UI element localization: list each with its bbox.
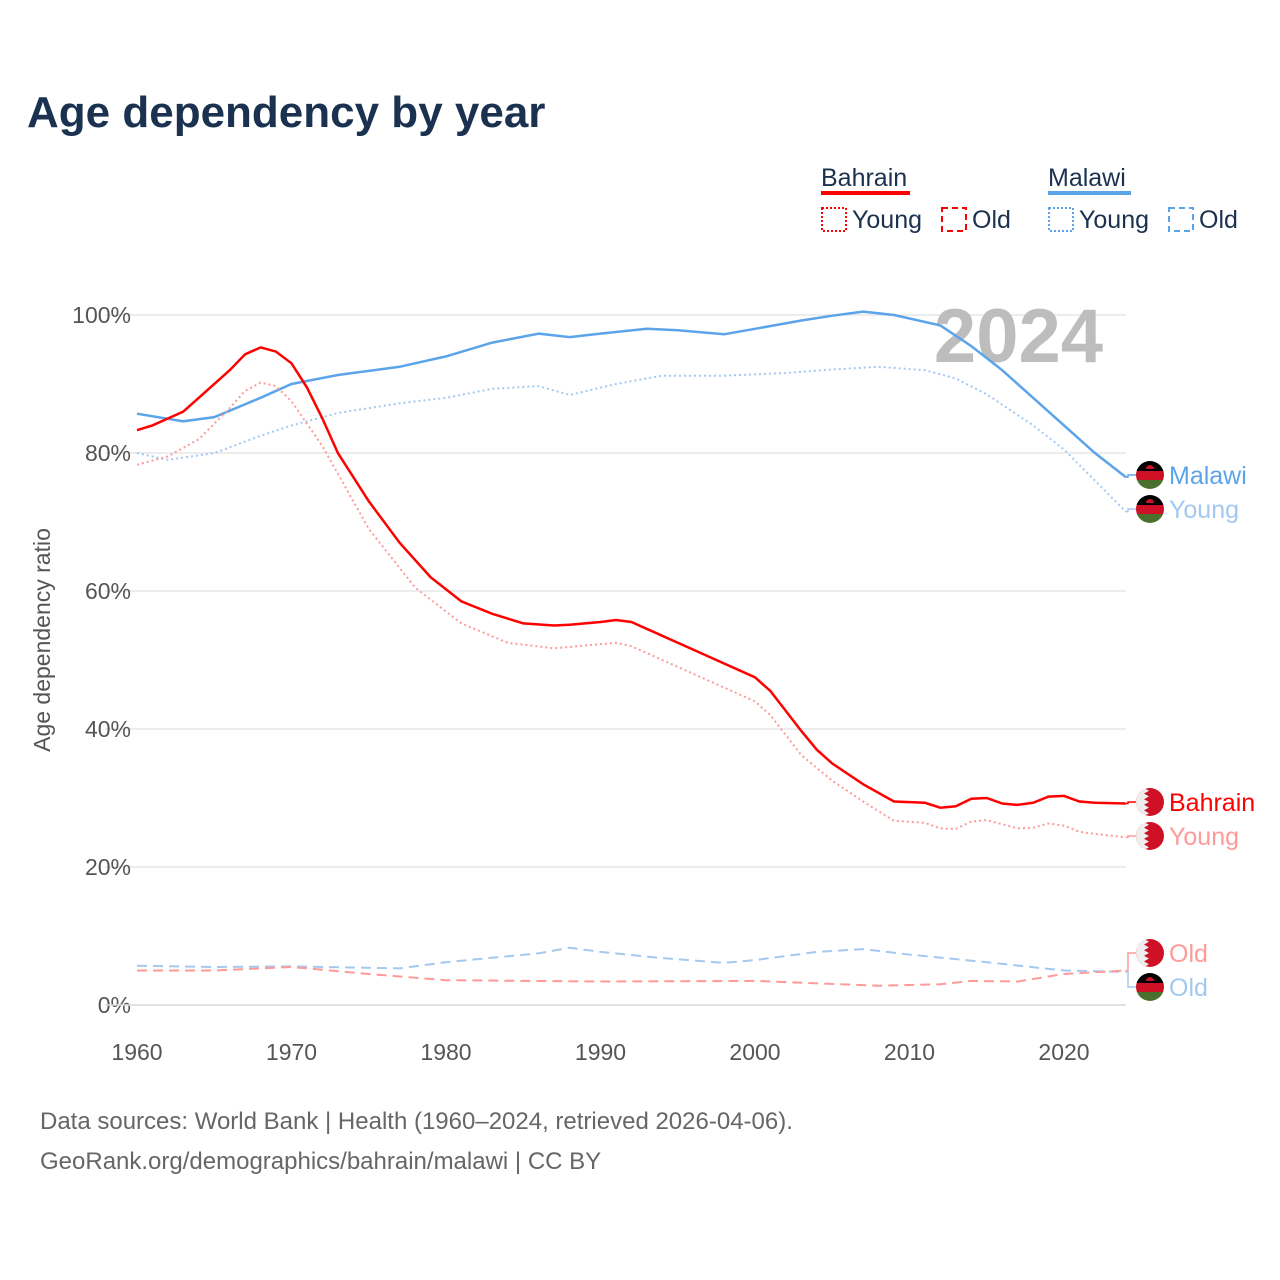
legend-group-bahrain[interactable]: Bahrain	[821, 164, 907, 192]
x-tick-label: 1990	[575, 1039, 626, 1065]
y-tick-label: 80%	[85, 440, 131, 466]
end-label-bahrain-old: Old	[1169, 940, 1208, 968]
source-line-2[interactable]: GeoRank.org/demographics/bahrain/malawi …	[40, 1148, 602, 1175]
x-tick-label: 1980	[420, 1039, 471, 1065]
legend-item-young[interactable]: Young	[852, 206, 922, 234]
source-line-1: Data sources: World Bank | Health (1960–…	[40, 1108, 793, 1135]
legend-old-swatch	[941, 207, 967, 232]
end-label-malawi: Malawi	[1169, 462, 1247, 490]
label-connector	[1125, 971, 1136, 988]
y-tick-label: 40%	[85, 716, 131, 742]
y-tick-label: 100%	[72, 302, 131, 328]
y-tick-label: 20%	[85, 854, 131, 880]
legend-item-old[interactable]: Old	[972, 206, 1011, 234]
label-connector	[1125, 474, 1136, 478]
label-connector	[1125, 508, 1136, 513]
bahrain-flag-icon	[1136, 822, 1164, 850]
end-label-malawi-old: Old	[1169, 974, 1208, 1002]
bahrain-flag-icon	[1136, 939, 1164, 967]
legend-swatch	[1048, 191, 1131, 195]
label-connector	[1125, 952, 1136, 972]
series-line-bahrain[interactable]	[136, 346, 1126, 809]
end-label-bahrain-young: Young	[1169, 823, 1239, 851]
legend-item-old[interactable]: Old	[1199, 206, 1238, 234]
bahrain-flag-icon	[1136, 788, 1164, 816]
x-tick-label: 2000	[729, 1039, 780, 1065]
x-tick-label: 2020	[1038, 1039, 1089, 1065]
legend-young-swatch	[1048, 207, 1074, 232]
year-watermark: 2024	[934, 294, 1103, 379]
series-line-bahrain-young[interactable]	[136, 381, 1126, 839]
malawi-flag-icon	[1136, 495, 1164, 523]
x-tick-label: 1960	[111, 1039, 162, 1065]
series-line-bahrain-old[interactable]	[137, 965, 1126, 987]
series-line-malawi-old[interactable]	[136, 946, 1126, 973]
label-connector	[1125, 835, 1136, 839]
malawi-flag-icon	[1136, 461, 1164, 489]
y-axis-label: Age dependency ratio	[29, 528, 55, 752]
end-label-bahrain: Bahrain	[1169, 789, 1255, 817]
y-tick-label: 60%	[85, 578, 131, 604]
x-tick-label: 1970	[266, 1039, 317, 1065]
legend-young-swatch	[821, 207, 847, 232]
x-tick-label: 2010	[884, 1039, 935, 1065]
legend-group-malawi[interactable]: Malawi	[1048, 164, 1126, 192]
legend-old-swatch	[1168, 207, 1194, 232]
chart-title: Age dependency by year	[27, 88, 546, 137]
malawi-flag-icon	[1136, 973, 1164, 1001]
series-line-malawi-young[interactable]	[136, 365, 1127, 513]
legend-swatch	[821, 191, 910, 195]
end-label-malawi-young: Young	[1169, 496, 1239, 524]
legend-item-young[interactable]: Young	[1079, 206, 1149, 234]
series-line-malawi[interactable]	[136, 310, 1127, 479]
label-connector	[1125, 801, 1136, 805]
